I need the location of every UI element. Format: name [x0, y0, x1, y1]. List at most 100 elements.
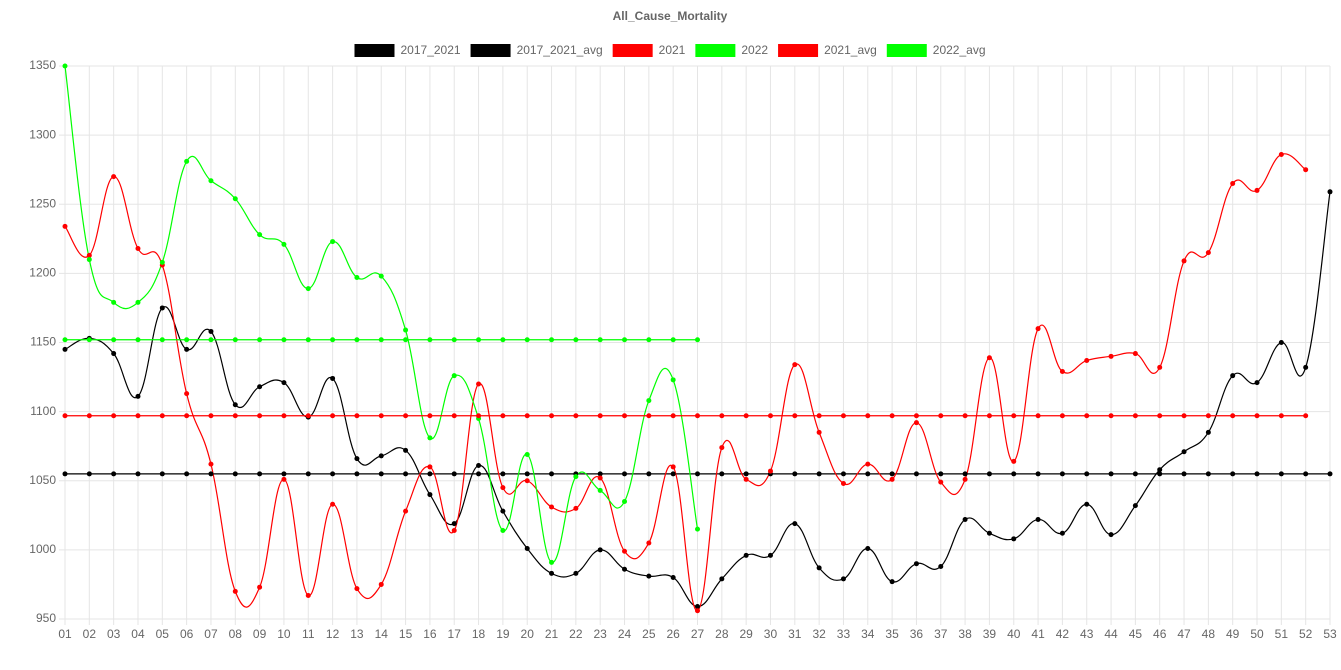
data-point [889, 413, 895, 419]
data-point [232, 471, 238, 477]
data-point [1254, 187, 1260, 193]
data-point [208, 328, 214, 334]
data-point [938, 471, 944, 477]
x-tick-label: 14 [375, 627, 389, 641]
data-point [1084, 471, 1090, 477]
legend-label: 2017_2021_avg [517, 43, 603, 57]
data-point [500, 528, 506, 534]
data-point [1230, 413, 1236, 419]
data-point [913, 413, 919, 419]
data-point [622, 413, 628, 419]
data-point [1059, 471, 1065, 477]
data-point [111, 174, 117, 180]
x-tick-label: 47 [1177, 627, 1191, 641]
data-point [597, 337, 603, 343]
data-point [1181, 471, 1187, 477]
legend-label: 2021 [659, 43, 686, 57]
x-tick-label: 20 [521, 627, 535, 641]
x-tick-label: 51 [1275, 627, 1289, 641]
data-point [1059, 413, 1065, 419]
data-point [330, 471, 336, 477]
data-point [184, 391, 190, 397]
data-point [695, 337, 700, 343]
x-tick-label: 30 [764, 627, 778, 641]
data-point [476, 337, 482, 343]
data-point [865, 413, 871, 419]
data-point [1278, 413, 1284, 419]
data-point [840, 576, 846, 582]
data-point [111, 351, 117, 357]
data-point [1254, 380, 1260, 386]
data-point [646, 471, 652, 477]
data-point [986, 471, 992, 477]
x-tick-label: 08 [229, 627, 243, 641]
x-tick-label: 50 [1250, 627, 1264, 641]
data-point [1303, 471, 1309, 477]
data-point [378, 337, 384, 343]
data-point [622, 471, 628, 477]
data-point [1230, 181, 1236, 187]
data-point [1254, 471, 1260, 477]
data-point [743, 471, 749, 477]
x-tick-label: 36 [910, 627, 924, 641]
data-point [500, 508, 506, 514]
x-tick-label: 24 [618, 627, 632, 641]
y-tick-label: 1100 [30, 404, 56, 418]
data-point [816, 471, 822, 477]
data-point [743, 476, 749, 482]
data-point [840, 471, 846, 477]
data-point [111, 299, 117, 305]
data-point [573, 570, 579, 576]
data-point [403, 508, 409, 514]
data-point [184, 337, 190, 343]
data-point [135, 245, 141, 251]
data-point [524, 471, 530, 477]
x-tick-label: 42 [1056, 627, 1070, 641]
data-point [403, 413, 409, 419]
data-point [792, 521, 798, 527]
data-point [451, 471, 457, 477]
data-point [1327, 189, 1333, 195]
x-tick-label: 41 [1031, 627, 1045, 641]
data-point [1157, 467, 1163, 473]
data-point [743, 552, 749, 558]
x-tick-label: 39 [983, 627, 997, 641]
data-point [62, 63, 68, 69]
data-point [232, 588, 238, 594]
data-point [257, 232, 263, 238]
data-point [1230, 373, 1236, 379]
data-point [719, 445, 725, 451]
data-point [1035, 413, 1041, 419]
data-point [427, 413, 433, 419]
data-point [257, 471, 263, 477]
x-tick-label: 22 [569, 627, 583, 641]
legend: 2017_2021 2017_2021_avg 2021 2022 2021_avg 20… [354, 43, 986, 57]
data-point [232, 196, 238, 202]
data-point [1108, 532, 1114, 538]
data-point [378, 273, 384, 279]
data-point [597, 547, 603, 553]
data-point [597, 471, 603, 477]
x-tick-label: 04 [131, 627, 145, 641]
data-point [257, 584, 263, 590]
data-point [427, 435, 433, 441]
data-point [549, 413, 555, 419]
data-point [767, 468, 773, 474]
legend-swatch [695, 44, 736, 57]
data-point [354, 337, 360, 343]
data-point [549, 504, 555, 510]
x-tick-label: 13 [350, 627, 364, 641]
data-point [354, 275, 360, 281]
data-point [403, 447, 409, 453]
x-tick-label: 37 [934, 627, 948, 641]
legend-label: 2022 [741, 43, 768, 57]
data-point [305, 413, 311, 419]
data-point [816, 565, 822, 571]
data-point [1084, 357, 1090, 363]
data-point [378, 471, 384, 477]
data-point [451, 528, 457, 534]
data-point [1108, 471, 1114, 477]
data-point [986, 355, 992, 361]
x-tick-label: 02 [83, 627, 97, 641]
data-point [597, 487, 603, 493]
